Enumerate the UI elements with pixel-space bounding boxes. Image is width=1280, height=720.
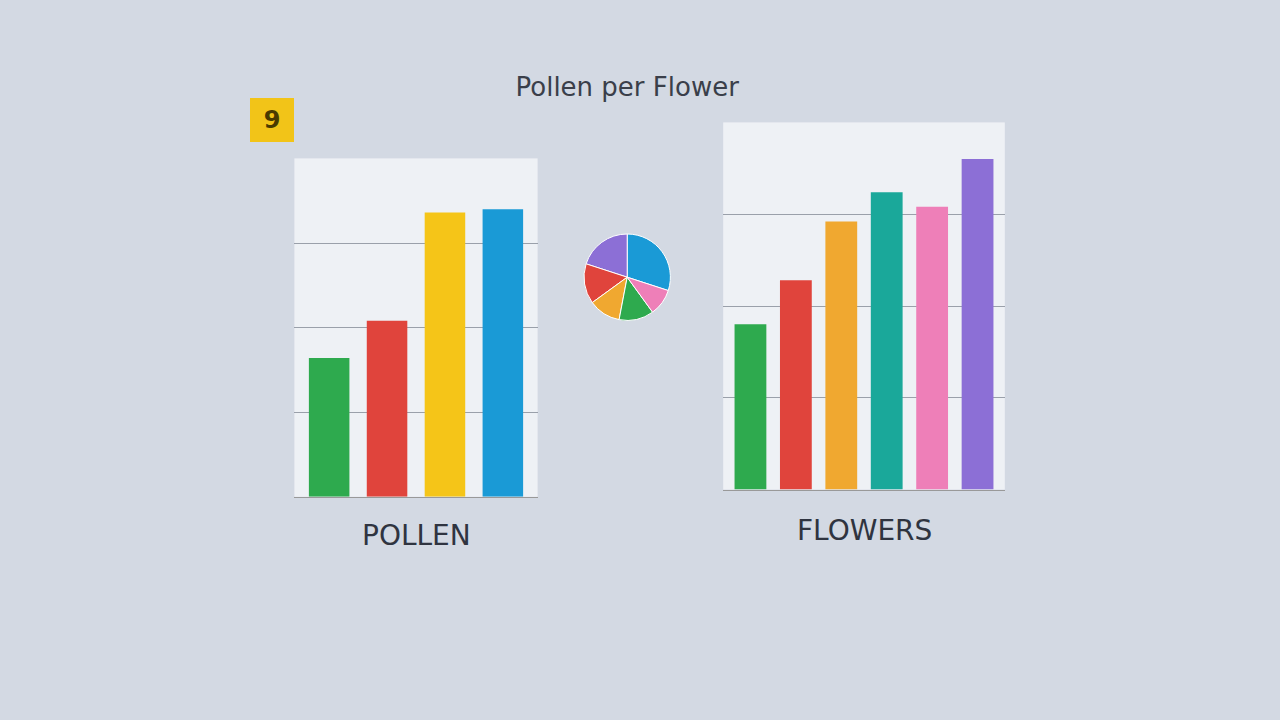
html-text:9: 9 <box>263 106 281 134</box>
svg-text:Pollen per Flower: Pollen per Flower <box>516 72 740 102</box>
svg-text:FLOWERS: FLOWERS <box>797 514 932 547</box>
svg-text:POLLEN: POLLEN <box>362 519 471 552</box>
